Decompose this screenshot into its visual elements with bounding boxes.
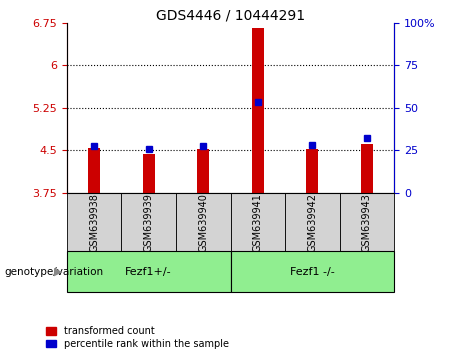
Text: Fezf1 -/-: Fezf1 -/- <box>290 267 335 277</box>
Bar <box>88 148 100 193</box>
Bar <box>142 154 155 193</box>
Bar <box>230 193 285 251</box>
Text: GDS4446 / 10444291: GDS4446 / 10444291 <box>156 9 305 23</box>
Bar <box>67 251 230 292</box>
Text: Fezf1+/-: Fezf1+/- <box>125 267 172 277</box>
Bar <box>252 28 264 193</box>
Bar <box>285 193 340 251</box>
Text: GSM639941: GSM639941 <box>253 193 263 252</box>
Bar <box>176 193 230 251</box>
Text: genotype/variation: genotype/variation <box>5 267 104 277</box>
Bar <box>230 251 394 292</box>
Text: GSM639940: GSM639940 <box>198 193 208 252</box>
Text: GSM639939: GSM639939 <box>144 193 154 252</box>
Text: GSM639942: GSM639942 <box>307 193 317 252</box>
Bar <box>197 149 209 193</box>
Legend: transformed count, percentile rank within the sample: transformed count, percentile rank withi… <box>47 326 229 349</box>
Text: GSM639943: GSM639943 <box>362 193 372 252</box>
Bar <box>306 149 319 193</box>
Text: GSM639938: GSM639938 <box>89 193 99 252</box>
Bar <box>361 144 373 193</box>
Text: ▶: ▶ <box>54 267 62 277</box>
Bar <box>67 193 121 251</box>
Bar <box>340 193 394 251</box>
Bar <box>121 193 176 251</box>
